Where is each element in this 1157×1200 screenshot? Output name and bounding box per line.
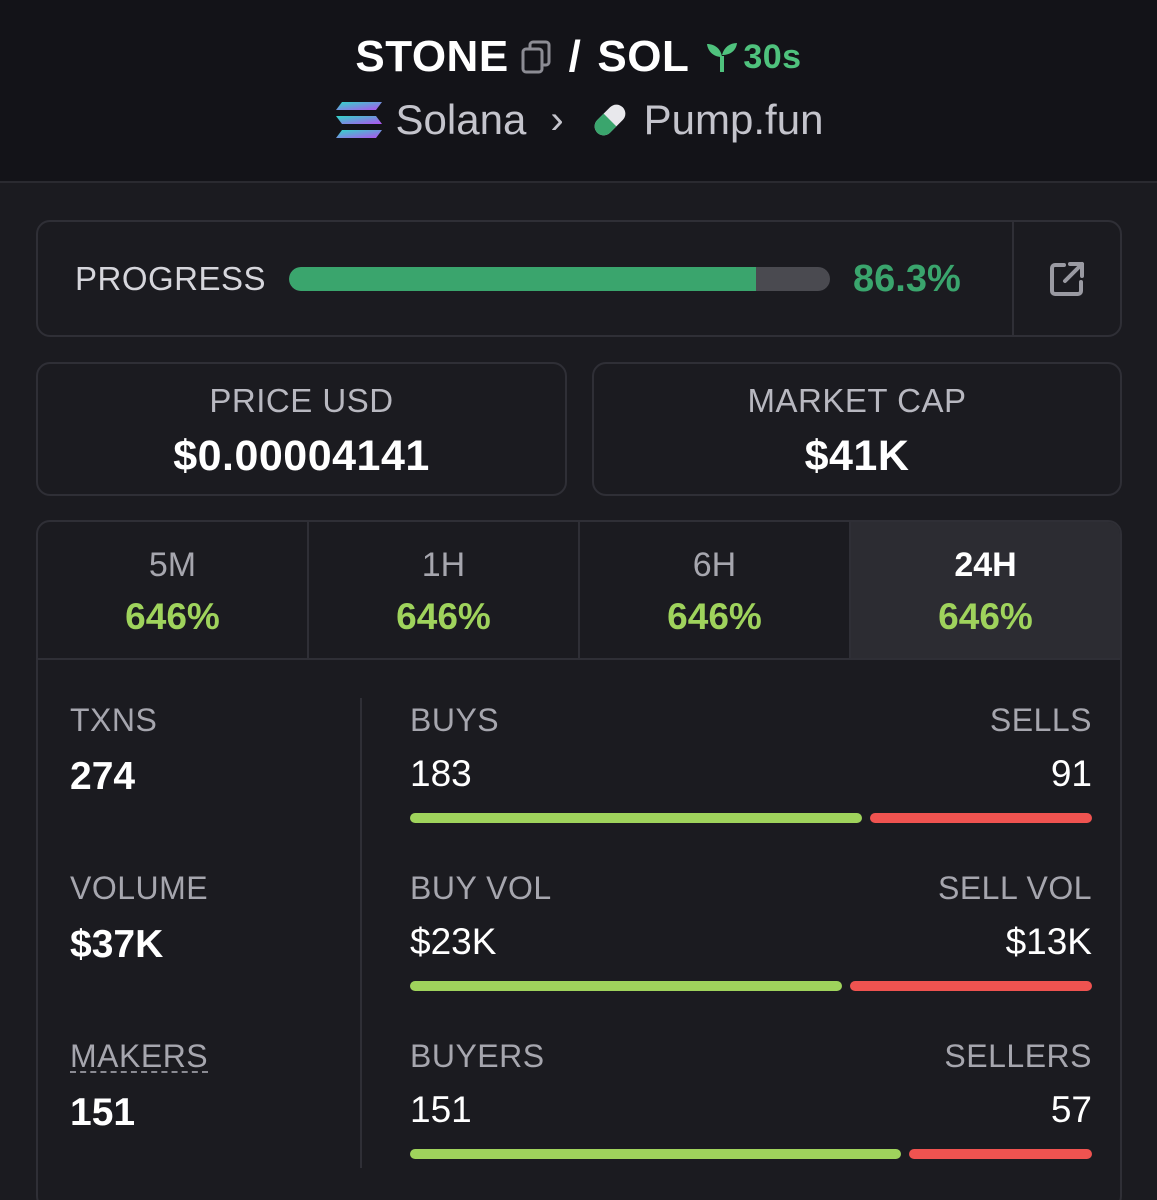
volume-label: VOLUME: [70, 870, 209, 906]
tab-1h[interactable]: 1H 646%: [309, 522, 580, 658]
seedling-icon: [707, 43, 738, 72]
sellers-bar: [909, 1149, 1092, 1159]
tab-5m[interactable]: 5M 646%: [38, 522, 309, 658]
external-link-icon: [1050, 261, 1084, 296]
progress-label: PROGRESS: [75, 260, 267, 297]
tab-label: 5M: [148, 546, 197, 584]
txns-metric: TXNS 274: [70, 702, 157, 799]
copy-icon[interactable]: [521, 40, 551, 74]
pill-icon: [588, 98, 632, 142]
buy-vol-label: BUY VOL: [410, 870, 552, 906]
tab-label: 24H: [954, 546, 1017, 584]
dex-name[interactable]: Pump.fun: [643, 96, 824, 143]
market-cap-value: $41K: [804, 432, 910, 480]
price-usd-label: PRICE USD: [209, 382, 394, 419]
buyers-sellers-bar: [410, 1149, 1092, 1159]
bonding-progress-panel: PROGRESS 86.3%: [36, 220, 1122, 337]
tab-change-value: 646%: [667, 596, 762, 637]
sellers-label: SELLERS: [944, 1038, 1092, 1074]
sells-bar: [869, 813, 1092, 823]
tab-24h[interactable]: 24H 646%: [851, 522, 1120, 658]
progress-bar: [289, 267, 830, 291]
tab-change-value: 646%: [125, 596, 220, 637]
sell-vol-label: SELL VOL: [937, 870, 1092, 906]
progress-bar-fill: [289, 267, 756, 291]
buyers-sellers-ratio: BUYERS SELLERS 151 57: [410, 1038, 1092, 1159]
tab-6h[interactable]: 6H 646%: [580, 522, 851, 658]
txns-value: 274: [70, 755, 136, 798]
makers-metric: MAKERS 151: [70, 1038, 209, 1135]
sellers-value: 57: [1050, 1089, 1092, 1130]
buyers-value: 151: [410, 1089, 472, 1130]
market-cap-card: MARKET CAP $41K: [592, 362, 1122, 496]
buys-label: BUYS: [410, 702, 500, 738]
pair-header: STONE / SOL 30s: [0, 0, 1157, 183]
buy-sell-volume-ratio: BUY VOL SELL VOL $23K $13K: [410, 870, 1092, 991]
solana-icon: [334, 100, 384, 140]
price-usd-card: PRICE USD $0.00004141: [36, 362, 567, 496]
tab-change-value: 646%: [396, 596, 491, 637]
txns-label: TXNS: [70, 702, 158, 738]
sell-vol-value: $13K: [1005, 921, 1092, 962]
buy-vol-value: $23K: [410, 921, 497, 962]
pair-title: STONE / SOL 30s: [0, 32, 1157, 82]
buy-vol-bar: [410, 981, 842, 991]
volume-value: $37K: [70, 923, 164, 966]
breadcrumb: Solana › Pump.fun: [0, 96, 1157, 144]
divider: [1012, 222, 1014, 335]
makers-value: 151: [70, 1091, 136, 1134]
progress-value: 86.3%: [853, 258, 961, 300]
buys-sells-ratio: BUYS SELLS 183 91: [410, 702, 1092, 823]
chevron-right-icon: ›: [550, 97, 564, 142]
buyers-bar: [410, 1149, 902, 1159]
buys-bar: [410, 813, 862, 823]
pair-age: 30s: [705, 38, 801, 77]
token-symbol: STONE: [355, 32, 509, 81]
stats-panel: 5M 646% 1H 646% 6H 646% 24H 646% TXNS 27…: [36, 520, 1122, 1200]
price-usd-value: $0.00004141: [173, 432, 430, 480]
timeframe-tabs: 5M 646% 1H 646% 6H 646% 24H 646%: [38, 522, 1120, 660]
chain-name[interactable]: Solana: [395, 96, 527, 143]
buy-sell-volume-bar: [410, 981, 1092, 991]
tab-label: 6H: [692, 546, 737, 584]
column-divider: [360, 698, 362, 1168]
quote-symbol: SOL: [597, 32, 690, 81]
sell-vol-bar: [849, 981, 1092, 991]
market-cap-label: MARKET CAP: [747, 382, 967, 419]
sells-label: SELLS: [989, 702, 1092, 738]
buyers-label: BUYERS: [410, 1038, 545, 1074]
sells-value: 91: [1050, 753, 1092, 794]
pair-age-value: 30s: [743, 37, 802, 76]
external-link-button[interactable]: [1014, 222, 1120, 335]
tab-change-value: 646%: [938, 596, 1033, 637]
tab-label: 1H: [421, 546, 466, 584]
buys-value: 183: [410, 753, 472, 794]
volume-metric: VOLUME $37K: [70, 870, 208, 967]
pair-separator: /: [568, 32, 582, 81]
buys-sells-bar: [410, 813, 1092, 823]
makers-label[interactable]: MAKERS: [70, 1038, 209, 1074]
